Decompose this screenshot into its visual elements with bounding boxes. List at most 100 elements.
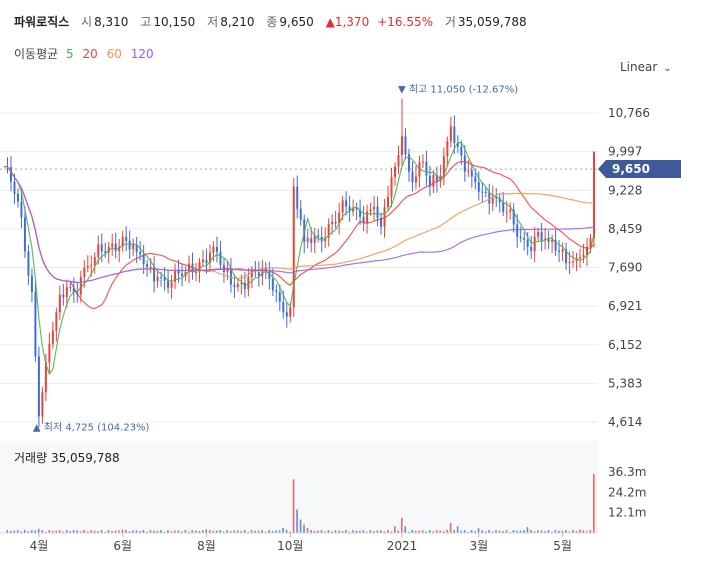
candle-body	[310, 238, 313, 243]
candle-body	[13, 181, 16, 194]
volume-bar	[387, 529, 389, 533]
volume-bar	[421, 530, 424, 533]
volume-bar	[48, 530, 50, 533]
volume-bar	[118, 530, 120, 533]
volume-bar	[163, 531, 166, 533]
candle-body	[247, 277, 250, 289]
volume-bar	[257, 530, 260, 533]
volume-bar	[411, 530, 414, 533]
candle-body	[572, 261, 575, 263]
volume-bar	[572, 530, 574, 533]
min-price-marker: ▲ 최저 4,725 (104.23%)	[33, 421, 150, 433]
volume-bar	[264, 531, 267, 533]
candle-body	[411, 171, 414, 183]
candlesticks	[6, 98, 595, 428]
candle-body	[582, 254, 585, 257]
candle-body	[359, 209, 362, 217]
volume-bar	[523, 530, 525, 533]
volume-bar	[442, 531, 445, 533]
volume-panel-label: 거래량 35,059,788	[14, 449, 120, 466]
volume-panel-bg	[0, 441, 598, 533]
volume-bar	[247, 531, 249, 533]
candle-body	[65, 287, 68, 298]
ma-60-label[interactable]: 60	[106, 47, 122, 61]
candle-body	[100, 244, 103, 252]
volume-bar	[593, 474, 595, 533]
volume-bar	[481, 530, 483, 533]
candle-body	[236, 283, 239, 288]
volume-bar	[540, 530, 543, 533]
volume-bar	[331, 531, 333, 533]
volume-bar	[62, 531, 64, 533]
price-gridlines	[0, 112, 598, 423]
price-tick-label: 10,766	[608, 106, 650, 120]
candle-body	[523, 238, 526, 240]
candle-body	[208, 252, 211, 263]
candle-body	[93, 256, 96, 266]
volume-bar	[86, 531, 89, 533]
volume-bar	[20, 531, 23, 533]
candle-body	[285, 312, 288, 317]
candle-body	[139, 251, 142, 255]
candle-body	[142, 254, 145, 265]
candle-body	[240, 282, 243, 284]
volume-bar	[456, 526, 459, 533]
candle-body	[72, 287, 75, 293]
ma-20-label[interactable]: 20	[82, 47, 98, 61]
candle-body	[163, 277, 166, 281]
volume-bar	[369, 530, 372, 533]
low-label: 저	[207, 15, 219, 29]
volume-bar	[509, 531, 511, 533]
volume-bar	[142, 530, 145, 533]
candle-body	[170, 282, 173, 288]
scale-dropdown[interactable]: Linear ⌄	[620, 60, 672, 74]
volume-bar	[303, 524, 305, 533]
price-tick-label: 8,459	[608, 222, 642, 236]
volume-bar	[320, 530, 323, 533]
volume-bar	[170, 531, 173, 533]
volume-bar	[495, 530, 497, 533]
candle-body	[198, 261, 201, 273]
volume-bar	[352, 530, 354, 533]
candle-body	[97, 244, 100, 257]
candle-body	[195, 272, 198, 274]
candle-body	[537, 231, 540, 237]
moving-average-legend: 이동평균 5 20 60 120	[14, 45, 159, 62]
volume-bar	[191, 530, 194, 533]
volume-bar	[428, 529, 431, 533]
candle-body	[463, 155, 466, 172]
volume-bar	[547, 530, 550, 533]
volume-bar	[181, 531, 183, 533]
ma-120-label[interactable]: 120	[130, 47, 154, 61]
price-tick-label: 6,152	[608, 338, 642, 352]
volume-bar	[30, 530, 33, 533]
volume-bar	[13, 530, 16, 533]
candle-body	[146, 264, 149, 267]
candle-body	[44, 362, 47, 393]
volume-bar	[310, 530, 312, 533]
volume-bar	[9, 530, 12, 533]
volume-bar	[477, 528, 480, 533]
volume-bar	[51, 530, 54, 533]
volume-bar	[519, 530, 522, 533]
candle-body	[345, 200, 348, 207]
volume-value: 35,059,788	[457, 15, 527, 29]
x-tick-label: 8월	[197, 539, 216, 553]
volume-bar	[338, 530, 340, 533]
volume-tick-label: 24.2m	[608, 485, 646, 499]
candle-body	[23, 217, 26, 252]
volume-bar	[167, 530, 169, 533]
ma-5-label[interactable]: 5	[66, 47, 74, 61]
volume-bar	[146, 531, 148, 533]
chevron-down-icon: ⌄	[663, 63, 672, 74]
candle-body	[317, 235, 320, 237]
candle-body	[215, 246, 218, 252]
volume-bar	[512, 530, 515, 533]
volume-bar	[414, 530, 417, 533]
ma-legend-label: 이동평균	[14, 47, 59, 61]
extreme-markers: ▼ 최고 11,050 (-12.67%) ▲ 최저 4,725 (104.23%…	[33, 84, 518, 434]
candle-body	[79, 277, 82, 295]
candle-body	[551, 239, 554, 242]
volume-bar	[362, 530, 365, 533]
